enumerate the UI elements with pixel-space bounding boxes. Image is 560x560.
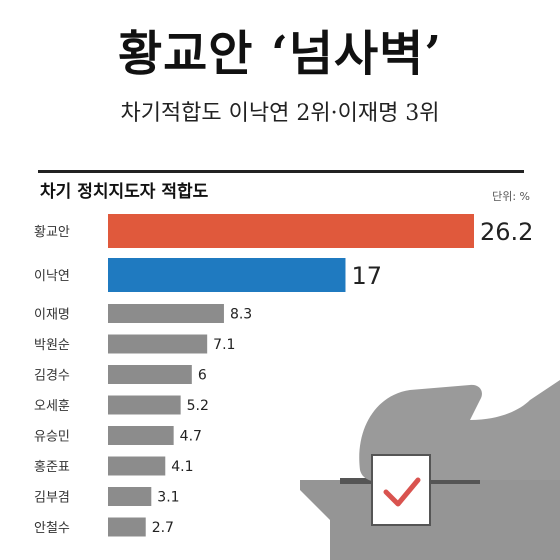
unit-label: 단위: % [492, 190, 530, 203]
bar-7 [108, 426, 174, 445]
bar-9 [108, 487, 152, 506]
value-label: 2.7 [152, 520, 174, 536]
bar-4 [108, 334, 208, 354]
category-label: 황교안 [34, 225, 70, 240]
value-label: 4.1 [171, 459, 193, 475]
category-label: 이낙연 [34, 269, 70, 284]
value-label: 6 [198, 368, 207, 384]
headline: 황교안 ‘넘사벽’ [117, 26, 443, 82]
value-label: 4.7 [180, 429, 202, 445]
bar-6 [108, 395, 181, 415]
subhead: 차기적합도 이낙연 2위·이재명 3위 [120, 101, 440, 126]
bar-5 [108, 365, 192, 384]
category-label: 오세훈 [34, 399, 70, 414]
category-label: 유승민 [34, 430, 70, 445]
category-label: 김경수 [34, 369, 70, 384]
category-label: 박원순 [34, 338, 70, 353]
value-label: 7.1 [213, 337, 235, 353]
chart-title: 차기 정치지도자 적합도 [40, 182, 209, 202]
value-label: 5.2 [187, 398, 209, 414]
value-label: 26.2 [480, 218, 533, 246]
bar-1 [108, 214, 474, 248]
value-label: 17 [351, 262, 382, 290]
bar-8 [108, 456, 166, 476]
category-label: 이재명 [34, 308, 70, 323]
check-icon [383, 477, 421, 507]
ballot-paper [371, 454, 431, 526]
bar-10 [108, 517, 146, 537]
category-label: 안철수 [34, 521, 70, 536]
divider-rule [38, 170, 524, 173]
category-label: 홍준표 [34, 460, 70, 475]
bar-3 [108, 304, 224, 323]
value-label: 3.1 [157, 490, 179, 506]
value-label: 8.3 [230, 307, 252, 323]
bar-2 [108, 258, 346, 292]
category-label: 김부겸 [34, 491, 70, 506]
ballot-box-illustration [300, 380, 560, 560]
